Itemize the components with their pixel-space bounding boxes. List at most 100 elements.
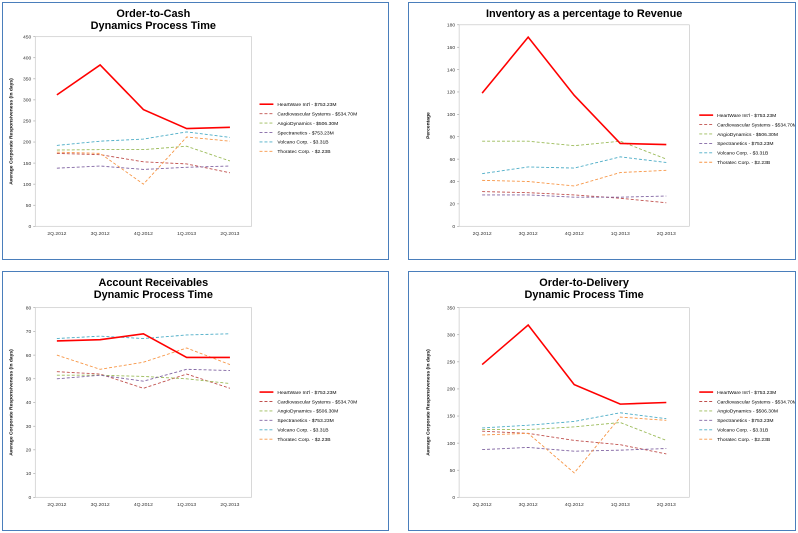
y-tick-label: 160 (447, 45, 456, 51)
plot-area (34, 307, 252, 498)
y-tick-label: 180 (447, 23, 456, 29)
chart-title-line: Inventory as a percentage to Revenue (486, 8, 682, 20)
series-line (481, 323, 667, 405)
series-line (482, 446, 667, 452)
series-line (56, 333, 230, 339)
y-tick-label: 350 (23, 77, 32, 83)
x-tick-label: 1Q.2013 (611, 231, 630, 237)
legend-entry: AngioDynamics - $506.30M (277, 409, 338, 415)
chart-title-line: Dynamic Process Time (94, 289, 213, 301)
y-axis-label: Average Corporate Responsiveness (in day… (8, 78, 14, 185)
y-tick-label: 100 (447, 112, 456, 118)
series-line (56, 347, 231, 370)
legend-entry: Thoratec Corp. - $2.23B (717, 437, 771, 443)
y-tick-label: 120 (447, 90, 456, 96)
legend-entry: Cardiovascular Systems - $534.70M (717, 122, 795, 128)
series-line (482, 194, 667, 198)
y-axis-label: Percentage (425, 112, 431, 139)
legend-entry: Spectranetics - $753.23M (277, 418, 333, 424)
chart-title-line: Order-to-Delivery (539, 277, 629, 289)
series-line (482, 416, 667, 474)
series-line (56, 145, 231, 162)
y-tick-label: 50 (450, 468, 456, 474)
series-line (56, 136, 230, 185)
y-axis-label: Average Corporate Responsiveness (in day… (8, 349, 14, 456)
x-tick-label: 1Q.2013 (177, 231, 196, 237)
legend-entry: HeartWare Int'l - $753.23M (717, 113, 776, 119)
series-line (482, 191, 667, 204)
legend-entry: AngioDynamics - $506.30M (277, 121, 338, 127)
legend-entry: HeartWare Int'l - $753.23M (277, 102, 336, 108)
legend-entry: Spectranetics - $753.23M (277, 130, 333, 136)
y-tick-label: 0 (452, 224, 455, 230)
y-tick-label: 80 (450, 134, 456, 140)
x-tick-label: 2Q.2012 (47, 231, 66, 237)
legend-entry: HeartWare Int'l - $753.23M (717, 390, 776, 396)
legend-entry: Volcano Corp. - $3.31B (717, 428, 769, 434)
y-tick-label: 350 (447, 305, 456, 311)
x-tick-label: 3Q.2012 (519, 502, 538, 508)
series-line (482, 422, 667, 441)
plot-area (458, 24, 690, 227)
plot-area (34, 36, 252, 227)
x-tick-label: 2Q.2013 (657, 502, 676, 508)
legend-entry: Volcano Corp. - $3.31B (717, 151, 769, 157)
x-tick-label: 4Q.2012 (565, 502, 584, 508)
legend-entry: Spectranetics - $753.23M (717, 418, 773, 424)
chart-title-line: Dynamics Process Time (91, 20, 216, 32)
series-line (56, 165, 230, 170)
y-axis-label: Average Corporate Responsiveness (in day… (425, 349, 431, 456)
legend-entry: Volcano Corp. - $3.31B (277, 428, 329, 434)
y-tick-label: 50 (26, 203, 32, 209)
y-tick-label: 250 (447, 360, 456, 366)
y-tick-label: 250 (23, 119, 32, 125)
legend-entry: Spectranetics - $753.23M (717, 141, 773, 147)
series-line (56, 131, 230, 146)
y-tick-label: 400 (23, 55, 32, 61)
series-line (56, 371, 231, 389)
y-tick-label: 200 (447, 387, 456, 393)
x-tick-label: 4Q.2012 (565, 231, 584, 237)
y-tick-label: 40 (450, 179, 456, 185)
y-tick-label: 150 (23, 161, 32, 167)
x-tick-label: 3Q.2012 (519, 231, 538, 237)
x-tick-label: 2Q.2012 (473, 231, 492, 237)
chart-title-line: Dynamic Process Time (525, 289, 644, 301)
x-tick-label: 4Q.2012 (134, 502, 153, 508)
plot-area (458, 307, 690, 498)
x-tick-label: 2Q.2012 (473, 502, 492, 508)
x-tick-label: 2Q.2013 (220, 502, 239, 508)
y-tick-label: 200 (23, 140, 32, 146)
legend-entry: HeartWare Int'l - $753.23M (277, 390, 336, 396)
series-line (482, 169, 667, 187)
legend-entry: Volcano Corp. - $3.31B (277, 140, 329, 146)
y-tick-label: 100 (447, 441, 456, 447)
y-tick-label: 70 (26, 329, 32, 335)
chart-panel-account-receivables: Account Receivables Dynamic Process Time 0… (2, 271, 389, 531)
legend-entry: Thoratec Corp. - $2.23B (717, 160, 771, 166)
x-tick-label: 1Q.2013 (611, 502, 630, 508)
y-tick-label: 30 (26, 424, 32, 430)
chart-title-line: Account Receivables (98, 277, 208, 289)
legend-entry: Thoratec Corp. - $2.23B (277, 149, 331, 155)
x-tick-label: 3Q.2012 (91, 231, 110, 237)
chart-title-line: Order-to-Cash (116, 8, 190, 20)
y-tick-label: 300 (23, 98, 32, 104)
y-tick-label: 60 (450, 157, 456, 163)
series-line (56, 152, 231, 174)
series-line (56, 368, 230, 382)
y-tick-label: 20 (450, 202, 456, 208)
series-line (482, 140, 667, 160)
y-tick-label: 50 (26, 376, 32, 382)
y-tick-label: 450 (23, 34, 32, 40)
x-tick-label: 1Q.2013 (177, 502, 196, 508)
y-tick-label: 0 (452, 495, 455, 501)
y-tick-label: 60 (26, 353, 32, 359)
y-tick-label: 150 (447, 414, 456, 420)
chart-panel-order-to-delivery: Order-to-Delivery Dynamic Process Time 0 50… (408, 271, 796, 531)
series-line (56, 374, 230, 384)
legend-entry: Cardiovascular Systems - $534.70M (277, 111, 357, 117)
